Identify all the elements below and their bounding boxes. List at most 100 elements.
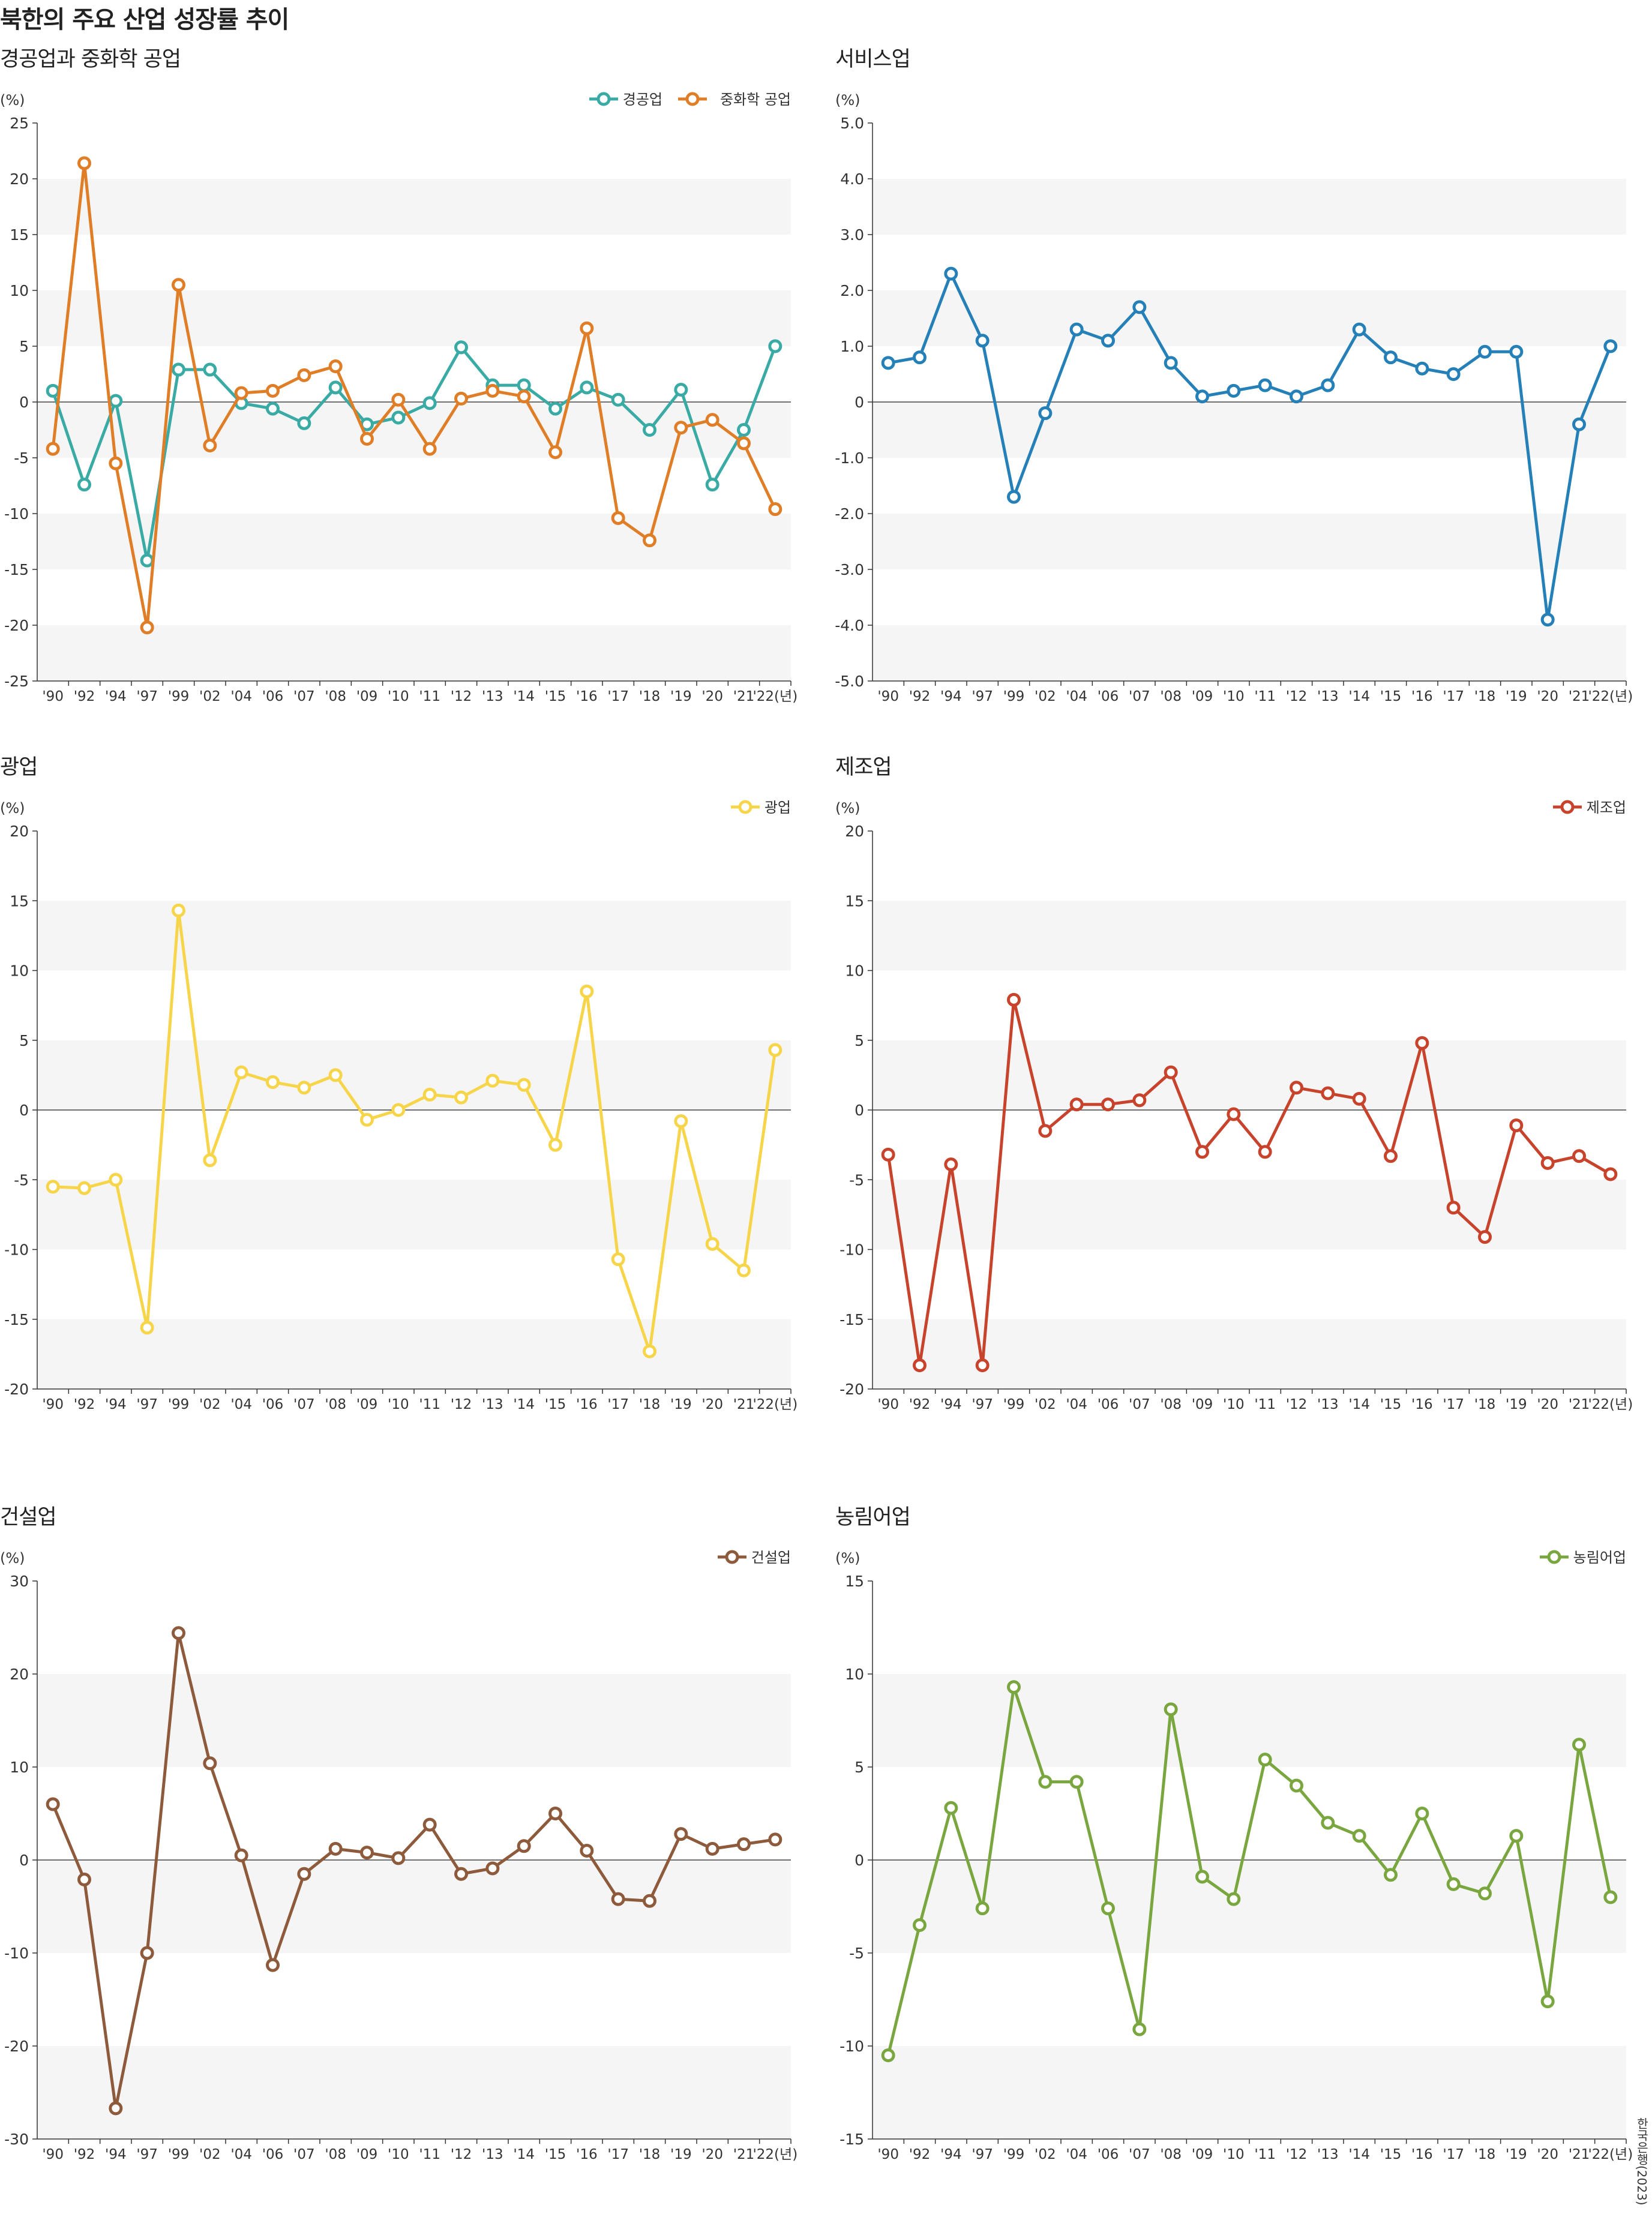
y-tick-label: 5 xyxy=(855,1032,864,1049)
x-tick-label: '19 xyxy=(670,2147,692,2162)
y-tick-label: -10 xyxy=(840,1241,864,1259)
x-tick-label: '21 xyxy=(1569,2147,1590,2162)
data-point xyxy=(705,1237,719,1251)
x-tick-label: '20 xyxy=(701,689,723,704)
data-point xyxy=(768,339,782,353)
data-point xyxy=(1069,1775,1084,1789)
x-tick-label: '02 xyxy=(199,689,221,704)
series-line xyxy=(886,1685,1612,2056)
data-point xyxy=(611,511,625,525)
x-tick-label: '17 xyxy=(607,2147,629,2162)
legend-label: 제조업 xyxy=(1587,799,1626,816)
legend-marker xyxy=(738,800,752,814)
data-point xyxy=(674,1827,688,1841)
data-point xyxy=(328,1841,343,1856)
y-axis-unit: (%) xyxy=(0,92,25,109)
grid-band xyxy=(37,901,791,971)
x-tick-label: '16 xyxy=(1411,689,1433,704)
x-tick-label: '12 xyxy=(1286,689,1308,704)
data-point xyxy=(1603,339,1618,353)
data-point xyxy=(1352,1091,1366,1106)
y-tick-label: 0 xyxy=(19,1852,29,1869)
data-point xyxy=(1603,1167,1618,1181)
x-tick-label: '09 xyxy=(356,2147,378,2162)
data-point xyxy=(234,1848,248,1862)
x-tick-label: '92 xyxy=(74,2147,95,2162)
y-tick-label: -10 xyxy=(4,1241,29,1259)
data-point xyxy=(548,1138,562,1152)
x-tick-label: '22(년) xyxy=(752,2147,797,2162)
x-tick-label: '18 xyxy=(1474,689,1496,704)
x-tick-label: '12 xyxy=(1286,1397,1308,1412)
data-point xyxy=(881,356,895,370)
y-tick-label: 10 xyxy=(10,282,29,299)
x-tick-label: '21 xyxy=(1569,689,1590,704)
legend-marker xyxy=(1560,800,1575,814)
data-point xyxy=(737,1837,751,1852)
data-point xyxy=(580,321,594,335)
data-point xyxy=(1415,1036,1429,1050)
data-point xyxy=(737,423,751,437)
x-tick-label: '90 xyxy=(877,1397,899,1412)
y-tick-label: 0 xyxy=(19,1102,29,1119)
data-point xyxy=(203,362,217,377)
x-tick-label: '10 xyxy=(1223,689,1245,704)
x-tick-label: '21 xyxy=(1569,1397,1590,1412)
x-tick-label: '12 xyxy=(1286,2147,1308,2162)
data-point xyxy=(485,1073,500,1088)
x-tick-label: '94 xyxy=(105,1397,127,1412)
series-line xyxy=(53,909,777,1353)
data-point xyxy=(1446,1877,1461,1891)
y-tick-label: -10 xyxy=(4,505,29,523)
x-tick-label: '14 xyxy=(513,2147,535,2162)
data-point xyxy=(297,1867,311,1881)
x-tick-label: '19 xyxy=(670,1397,692,1412)
data-point xyxy=(1195,1145,1209,1159)
data-point xyxy=(705,413,719,427)
x-tick-label: '06 xyxy=(262,2147,284,2162)
x-tick-label: '20 xyxy=(1537,1397,1558,1412)
data-point xyxy=(548,445,562,460)
chart-service: 5.0 4.0 3.0 2.0 1.0 0 -1.0 -2.0 -3.0 -4.0 -5.0 (%) '… xyxy=(835,92,1633,704)
x-tick-label: '14 xyxy=(513,689,535,704)
data-point xyxy=(517,389,531,404)
y-tick-label: -20 xyxy=(4,617,29,634)
data-point xyxy=(297,416,311,430)
grid-band xyxy=(873,1860,1626,1953)
y-tick-label: 15 xyxy=(10,226,29,244)
x-tick-label: '14 xyxy=(1348,2147,1370,2162)
x-tick-label: '92 xyxy=(909,2147,931,2162)
x-tick-label: '19 xyxy=(1506,2147,1527,2162)
data-point xyxy=(1540,613,1555,627)
y-tick-label: -20 xyxy=(4,2038,29,2055)
chart-title: 제조업 xyxy=(835,755,892,779)
data-point xyxy=(422,1817,437,1832)
y-axis-unit: (%) xyxy=(835,1550,861,1567)
x-tick-label: '09 xyxy=(1192,2147,1213,2162)
data-point xyxy=(1384,1149,1398,1163)
data-point xyxy=(1132,300,1147,314)
x-tick-label: '06 xyxy=(1098,2147,1119,2162)
x-tick-label: '10 xyxy=(388,689,409,704)
legend-label: 중화학 공업 xyxy=(720,91,791,108)
y-tick-label: -4.0 xyxy=(835,617,864,634)
y-tick-label: -3.0 xyxy=(835,561,864,578)
x-tick-label: '09 xyxy=(356,1397,378,1412)
x-tick-label: '19 xyxy=(1506,689,1527,704)
y-axis-unit: (%) xyxy=(835,92,861,109)
x-tick-label: '08 xyxy=(325,1397,346,1412)
x-tick-label: '18 xyxy=(639,2147,661,2162)
x-tick-label: '97 xyxy=(972,1397,993,1412)
x-tick-label: '94 xyxy=(105,689,127,704)
x-tick-label: '15 xyxy=(545,1397,566,1412)
chart-manufacturing: 20 15 10 5 0 -5 -10 -15 -20 (%) '90 '92 '94 '97 '99 '02… xyxy=(835,799,1633,1412)
data-point xyxy=(1227,383,1241,398)
data-point xyxy=(737,1263,751,1277)
x-tick-label: '15 xyxy=(545,689,566,704)
data-point xyxy=(485,383,500,398)
data-point xyxy=(643,1344,656,1358)
grid-band xyxy=(873,901,1626,971)
chart-panel-construction: 건설업 30 20 10 0 -10 -20 -30 (%) '90 '92 '94 '97 '99 '0… xyxy=(0,1500,826,2238)
x-tick-label: '02 xyxy=(1035,1397,1056,1412)
y-tick-label: 25 xyxy=(10,115,29,132)
